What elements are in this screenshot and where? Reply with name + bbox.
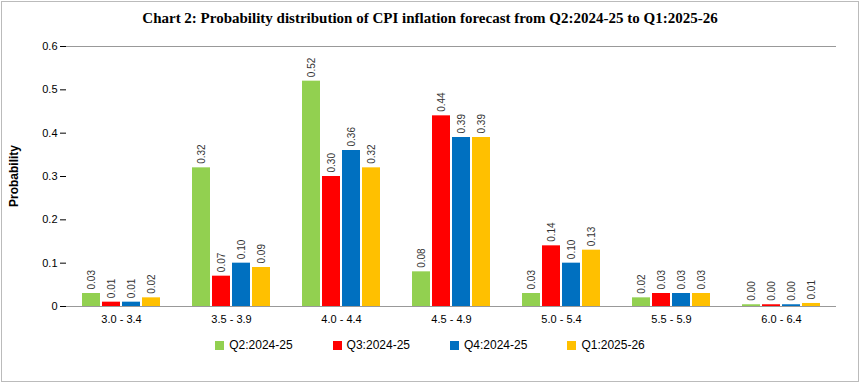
- svg-text:0.4: 0.4: [42, 127, 57, 139]
- svg-text:4.5 - 4.9: 4.5 - 4.9: [431, 313, 471, 325]
- svg-text:0.10: 0.10: [236, 239, 247, 259]
- svg-text:0.1: 0.1: [42, 257, 57, 269]
- svg-text:5.0 - 5.4: 5.0 - 5.4: [541, 313, 581, 325]
- svg-text:5.5 - 5.9: 5.5 - 5.9: [651, 313, 691, 325]
- svg-text:0.32: 0.32: [196, 144, 207, 164]
- svg-text:0.01: 0.01: [126, 278, 137, 298]
- svg-text:4.0 - 4.4: 4.0 - 4.4: [321, 313, 361, 325]
- svg-text:0.03: 0.03: [676, 270, 687, 290]
- svg-text:0.03: 0.03: [656, 270, 667, 290]
- svg-text:0.2: 0.2: [42, 213, 57, 225]
- svg-text:0.00: 0.00: [786, 281, 797, 301]
- svg-text:0.01: 0.01: [806, 280, 817, 300]
- svg-text:0.6: 0.6: [42, 40, 57, 52]
- svg-text:0.32: 0.32: [366, 144, 377, 164]
- svg-text:0.52: 0.52: [306, 57, 317, 77]
- svg-text:0.10: 0.10: [566, 239, 577, 259]
- html-text:Q2:2024-25: Q2:2024-25: [229, 338, 293, 352]
- svg-text:0.39: 0.39: [476, 114, 487, 134]
- svg-text:3.5 - 3.9: 3.5 - 3.9: [211, 313, 251, 325]
- svg-text:0.02: 0.02: [146, 274, 157, 294]
- svg-text:0.00: 0.00: [766, 281, 777, 301]
- svg-text:0: 0: [51, 300, 57, 312]
- svg-text:0.03: 0.03: [86, 270, 97, 290]
- svg-text:6.0 - 6.4: 6.0 - 6.4: [761, 313, 801, 325]
- html-text:Chart 2: Probability distribut: Chart 2: Probability distribution of CPI…: [142, 10, 718, 26]
- svg-text:Probability: Probability: [7, 145, 21, 207]
- svg-text:0.01: 0.01: [106, 278, 117, 298]
- html-text:Q1:2025-26: Q1:2025-26: [581, 338, 645, 352]
- svg-text:0.14: 0.14: [546, 222, 557, 242]
- svg-text:0.02: 0.02: [636, 274, 647, 294]
- svg-text:0.30: 0.30: [326, 153, 337, 173]
- svg-text:0.08: 0.08: [416, 248, 427, 268]
- svg-text:0.03: 0.03: [696, 270, 707, 290]
- svg-text:0.36: 0.36: [346, 127, 357, 147]
- svg-text:0.00: 0.00: [746, 281, 757, 301]
- svg-text:0.39: 0.39: [456, 114, 467, 134]
- svg-text:0.44: 0.44: [436, 92, 447, 112]
- svg-text:3.0 - 3.4: 3.0 - 3.4: [101, 313, 141, 325]
- svg-text:0.5: 0.5: [42, 83, 57, 95]
- svg-text:0.07: 0.07: [216, 252, 227, 272]
- svg-text:0.09: 0.09: [256, 244, 267, 264]
- svg-text:0.03: 0.03: [526, 270, 537, 290]
- svg-text:0.3: 0.3: [42, 170, 57, 182]
- html-text:Q4:2024-25: Q4:2024-25: [464, 338, 528, 352]
- svg-text:0.13: 0.13: [586, 226, 597, 246]
- html-text:Q3:2024-25: Q3:2024-25: [346, 338, 410, 352]
